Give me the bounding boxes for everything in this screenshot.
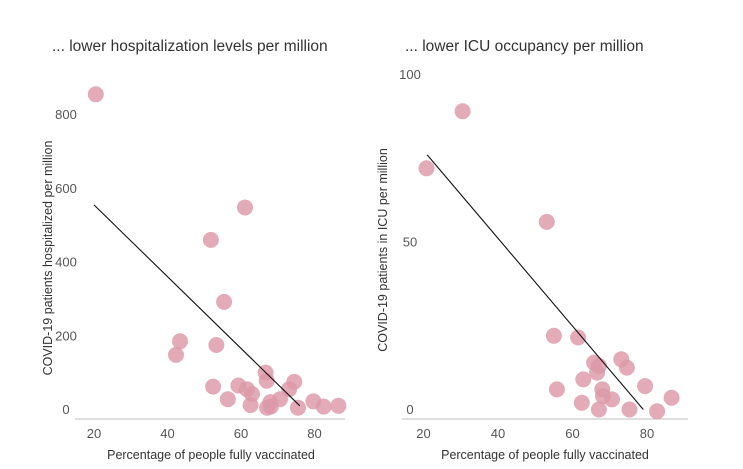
data-point — [330, 397, 347, 414]
data-point — [590, 357, 607, 374]
trendline-icu — [426, 154, 644, 410]
y-ticks-icu: 0 50 100 — [399, 67, 421, 417]
data-point — [637, 378, 654, 395]
y-tick-label: 0 — [406, 402, 413, 417]
data-point — [618, 359, 635, 376]
data-point — [315, 398, 332, 415]
data-point — [548, 381, 565, 398]
data-point — [258, 372, 275, 389]
data-point — [418, 160, 435, 177]
x-tick-label: 20 — [416, 426, 430, 441]
y-tick-label: 600 — [55, 181, 77, 196]
y-tick-label: 0 — [62, 402, 69, 417]
x-tick-label: 40 — [491, 426, 505, 441]
y-axis-label-icu: COVID-19 patients in ICU per million — [376, 148, 390, 352]
data-point — [87, 86, 104, 103]
y-tick-label: 100 — [399, 67, 421, 82]
x-tick-label: 60 — [565, 426, 579, 441]
chart-icu: ... lower ICU occupancy per million COVI… — [376, 38, 688, 462]
points-hospitalization — [87, 86, 347, 416]
x-tick-label: 60 — [234, 426, 248, 441]
data-point — [168, 346, 184, 363]
data-point — [621, 401, 638, 418]
x-tick-label: 20 — [87, 426, 101, 441]
data-point — [604, 391, 620, 408]
data-point — [649, 403, 666, 420]
data-point — [202, 231, 219, 248]
data-point — [545, 327, 562, 344]
data-point — [219, 391, 236, 408]
data-point — [663, 389, 680, 406]
x-axis-label-icu: Percentage of people fully vaccinated — [441, 448, 649, 462]
data-point — [216, 293, 233, 310]
x-tick-label: 80 — [640, 426, 654, 441]
data-point — [454, 103, 471, 120]
y-axis-label-hospitalization: COVID-19 patients hospitalized per milli… — [41, 141, 55, 376]
x-ticks-icu: 20 40 60 80 — [416, 426, 654, 441]
points-icu — [418, 103, 680, 420]
data-point — [237, 199, 253, 216]
data-point — [590, 401, 607, 418]
y-tick-label: 400 — [55, 255, 77, 270]
y-tick-label: 50 — [403, 235, 417, 250]
x-tick-label: 40 — [160, 426, 174, 441]
trendline-hospitalization — [93, 204, 301, 407]
data-point — [573, 394, 590, 411]
data-point — [290, 399, 306, 416]
x-tick-label: 80 — [307, 426, 321, 441]
data-point — [244, 386, 260, 402]
data-point — [208, 337, 225, 353]
chart-hospitalization: ... lower hospitalization levels per mil… — [41, 38, 347, 462]
x-ticks-hospitalization: 20 40 60 80 — [87, 426, 322, 441]
chart-title-icu: ... lower ICU occupancy per million — [405, 38, 644, 55]
y-tick-label: 200 — [55, 328, 77, 343]
data-point — [205, 378, 222, 395]
data-point — [172, 333, 188, 350]
data-point — [286, 373, 303, 390]
data-point — [570, 329, 587, 346]
y-tick-label: 800 — [55, 107, 77, 122]
chart-title-hospitalization: ... lower hospitalization levels per mil… — [52, 38, 328, 55]
data-point — [538, 213, 555, 230]
x-axis-label-hospitalization: Percentage of people fully vaccinated — [107, 448, 315, 462]
y-ticks-hospitalization: 0 200 400 600 800 — [55, 107, 77, 417]
data-point — [575, 371, 592, 388]
